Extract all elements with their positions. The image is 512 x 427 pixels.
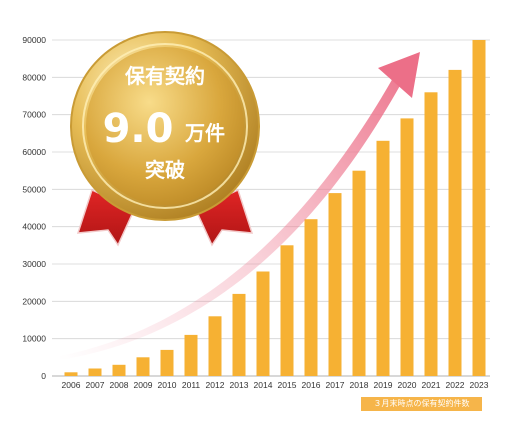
- x-tick-label: 2015: [278, 380, 297, 390]
- medal-big-number: 9.0: [103, 106, 174, 152]
- bar-2012: [208, 316, 222, 376]
- x-tick-label: 2022: [446, 380, 465, 390]
- y-axis-ticks: 0 10000 20000 30000 40000 50000 60000 70000 8000…: [22, 35, 46, 381]
- bar-2021: [424, 92, 438, 377]
- y-tick-label: 0: [41, 371, 46, 381]
- bars: [64, 40, 486, 377]
- x-axis-ticks: 2006 2007 2008 2009 2010 2011 2012 2013 2014 2015…: [62, 380, 489, 390]
- y-tick-label: 50000: [22, 184, 46, 194]
- y-tick-label: 90000: [22, 35, 46, 45]
- x-tick-label: 2016: [302, 380, 321, 390]
- x-tick-label: 2011: [182, 380, 201, 390]
- bar-2019: [376, 140, 390, 376]
- bar-2016: [304, 219, 318, 376]
- x-tick-label: 2010: [158, 380, 177, 390]
- x-tick-label: 2017: [326, 380, 345, 390]
- y-tick-label: 60000: [22, 147, 46, 157]
- bar-2010: [160, 349, 174, 376]
- y-tick-label: 10000: [22, 334, 46, 344]
- bar-2020: [400, 118, 414, 377]
- x-tick-label: 2006: [62, 380, 81, 390]
- y-tick-label: 70000: [22, 110, 46, 120]
- x-tick-label: 2008: [110, 380, 129, 390]
- bar-2008: [112, 364, 126, 376]
- footnote-label: ３月末時点の保有契約件数: [361, 397, 482, 411]
- bar-2023: [472, 40, 486, 376]
- y-tick-label: 30000: [22, 259, 46, 269]
- x-tick-label: 2023: [470, 380, 489, 390]
- x-tick-label: 2020: [398, 380, 417, 390]
- achievement-medal: 保有契約 9.0 万件 突破: [70, 31, 260, 247]
- x-tick-label: 2014: [254, 380, 273, 390]
- medal-line1: 保有契約: [124, 64, 205, 88]
- bar-2006: [64, 372, 78, 376]
- bar-2007: [88, 368, 102, 376]
- x-tick-label: 2013: [230, 380, 249, 390]
- trend-arrow: [60, 52, 420, 360]
- bar-2011: [184, 334, 198, 376]
- bar-2017: [328, 193, 342, 376]
- x-tick-label: 2007: [86, 380, 105, 390]
- y-tick-label: 20000: [22, 296, 46, 306]
- x-tick-label: 2018: [350, 380, 369, 390]
- x-tick-label: 2012: [206, 380, 225, 390]
- bar-2013: [232, 293, 246, 376]
- bar-2015: [280, 245, 294, 376]
- x-tick-label: 2019: [374, 380, 393, 390]
- medal-line3: 突破: [145, 158, 185, 182]
- x-tick-label: 2009: [134, 380, 153, 390]
- y-tick-label: 40000: [22, 222, 46, 232]
- bar-2014: [256, 271, 270, 376]
- bar-2022: [448, 69, 462, 377]
- x-tick-label: 2021: [422, 380, 441, 390]
- y-tick-label: 80000: [22, 72, 46, 82]
- bar-2018: [352, 170, 366, 376]
- bar-2009: [136, 357, 150, 376]
- medal-unit: 万件: [184, 121, 225, 145]
